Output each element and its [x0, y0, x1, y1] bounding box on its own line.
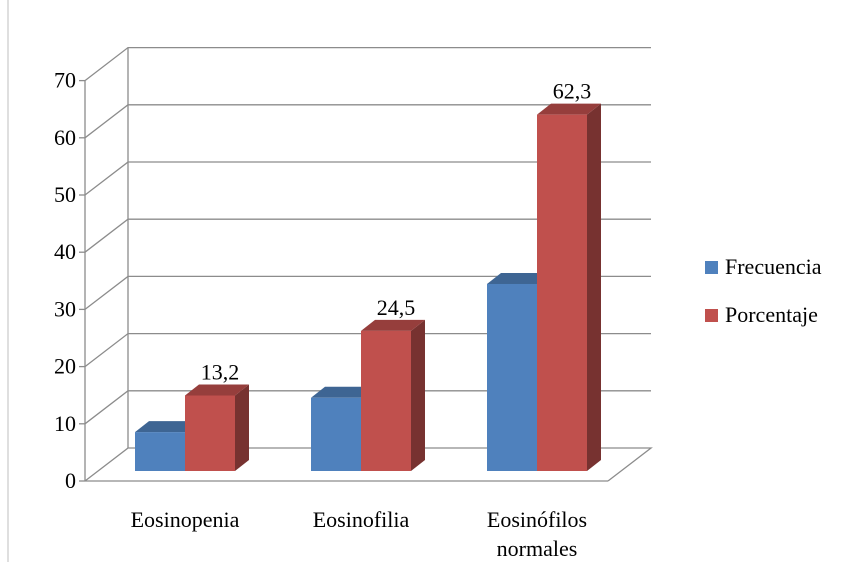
- legend-swatch-frecuencia: [705, 261, 718, 274]
- y-tick-label: 10: [54, 411, 76, 436]
- axes: [84, 80, 608, 482]
- y-tick-label: 40: [54, 239, 76, 264]
- data-label: 24,5: [377, 295, 416, 320]
- y-tick-label: 70: [54, 68, 76, 93]
- bar-side: [235, 384, 249, 471]
- bar-top: [537, 103, 601, 115]
- y-tick-label: 30: [54, 296, 76, 321]
- legend-label-porcentaje: Porcentaje: [725, 302, 818, 327]
- gridline: [84, 332, 651, 368]
- bar-top: [361, 319, 425, 331]
- bar-frecuencia-3: [487, 283, 537, 471]
- bar-side: [587, 103, 601, 472]
- legend: Frecuencia Porcentaje: [705, 254, 822, 327]
- bar-porcentaje-3: [537, 114, 587, 472]
- x-axis-categories: Eosinopenia Eosinofilia Eosinófilos normale…: [131, 507, 588, 561]
- y-tick-label: 0: [65, 468, 76, 493]
- legend-swatch-porcentaje: [705, 309, 718, 322]
- bar-porcentaje-2: [361, 330, 411, 471]
- bar-frecuencia-2: [311, 397, 361, 471]
- gridline: [84, 275, 651, 310]
- bar-top: [135, 421, 199, 433]
- data-label: 13,2: [201, 359, 240, 384]
- gridline: [84, 218, 651, 253]
- y-tick-label: 50: [54, 182, 76, 207]
- bar-top: [487, 272, 551, 284]
- bars: [135, 103, 601, 472]
- bar-porcentaje-1: [185, 395, 235, 471]
- x-category-label: Eosinófilos: [487, 507, 587, 532]
- bar-frecuencia-1: [135, 432, 185, 471]
- y-tick-label: 20: [54, 354, 76, 379]
- x-category-label: Eosinopenia: [131, 507, 240, 532]
- gridlines: [84, 46, 651, 425]
- bar-side: [411, 319, 425, 471]
- bar-top: [311, 386, 375, 398]
- gridline: [84, 161, 651, 196]
- x-category-label: normales: [497, 536, 578, 561]
- gridline: [84, 104, 651, 139]
- y-tick-label: 60: [54, 125, 76, 150]
- bar-top: [185, 384, 249, 396]
- gridline: [84, 46, 651, 82]
- x-category-label: Eosinofilia: [313, 507, 410, 532]
- gridline: [84, 390, 651, 425]
- y-axis-ticks: 0 10 20 30 40 50 60 70: [54, 68, 85, 493]
- legend-label-frecuencia: Frecuencia: [725, 254, 822, 279]
- data-labels: 13,2 24,5 62,3: [201, 79, 592, 385]
- data-label: 62,3: [553, 79, 592, 104]
